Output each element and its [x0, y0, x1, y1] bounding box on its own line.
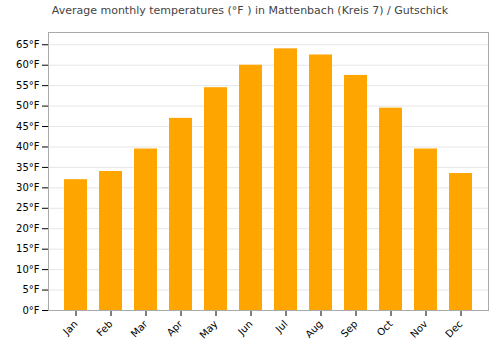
svg-text:20°F: 20°F [16, 223, 40, 234]
svg-text:Jul: Jul [273, 318, 290, 335]
svg-text:60°F: 60°F [16, 59, 40, 70]
svg-text:Oct: Oct [375, 318, 395, 338]
svg-text:Apr: Apr [165, 318, 186, 339]
svg-text:50°F: 50°F [16, 100, 40, 111]
svg-text:0°F: 0°F [22, 305, 39, 316]
svg-text:Dec: Dec [443, 318, 464, 339]
svg-text:35°F: 35°F [16, 162, 40, 173]
svg-text:30°F: 30°F [16, 182, 40, 193]
svg-text:May: May [197, 318, 219, 340]
svg-text:25°F: 25°F [16, 202, 40, 213]
svg-text:Jun: Jun [235, 318, 255, 338]
svg-text:10°F: 10°F [16, 264, 40, 275]
svg-text:Aug: Aug [303, 318, 325, 340]
svg-text:55°F: 55°F [16, 80, 40, 91]
svg-text:65°F: 65°F [16, 39, 40, 50]
svg-text:40°F: 40°F [16, 141, 40, 152]
svg-text:5°F: 5°F [22, 284, 39, 295]
svg-text:Jan: Jan [60, 318, 79, 337]
html-text:Average monthly temperatures (: Average monthly temperatures (°F ) in Ma… [51, 4, 449, 17]
svg-text:Feb: Feb [94, 318, 114, 338]
svg-text:Sep: Sep [339, 318, 360, 339]
svg-text:15°F: 15°F [16, 243, 40, 254]
svg-text:Mar: Mar [129, 318, 151, 340]
svg-text:Nov: Nov [408, 318, 430, 340]
svg-text:45°F: 45°F [16, 121, 40, 132]
